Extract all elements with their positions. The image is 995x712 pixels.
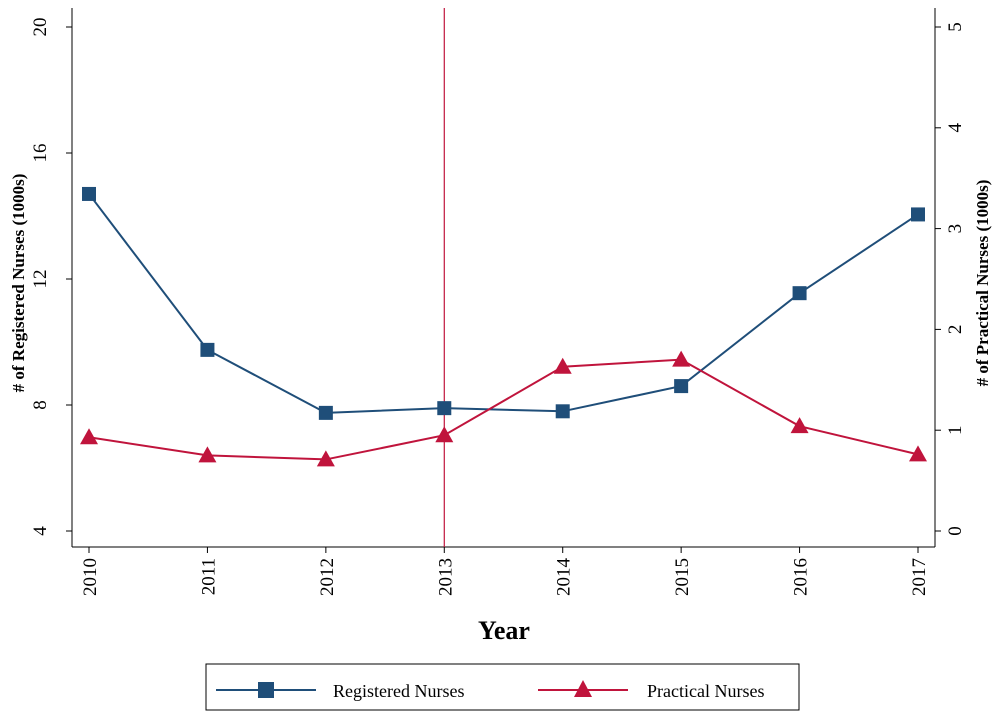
x-tick-label: 2012 <box>317 558 338 596</box>
practical-nurses-point <box>80 428 98 445</box>
right-y-tick-label: 1 <box>945 425 966 435</box>
practical-nurses-line <box>88 358 919 461</box>
practical-nurses-point <box>435 426 454 443</box>
practical-nurses-point <box>909 445 927 462</box>
legend: Registered Nurses Practical Nurses <box>205 663 800 711</box>
legend-marker-square <box>258 682 274 698</box>
registered-nurses-point <box>437 401 452 416</box>
practical-nurses-point <box>672 350 691 367</box>
right-y-tick-label: 0 <box>945 526 966 536</box>
right-y-axis-title: # of Practical Nurses (1000s) <box>973 180 992 387</box>
registered-nurses-point <box>792 286 807 301</box>
practical-nurses-point <box>198 446 217 463</box>
practical-nurses-point <box>316 450 335 467</box>
registered-nurses-point <box>82 186 96 201</box>
x-tick-label: 2017 <box>909 558 930 596</box>
registered-nurses-point <box>318 405 333 420</box>
x-tick-label: 2014 <box>554 558 575 597</box>
x-tick-label: 2016 <box>791 558 812 596</box>
practical-nurses-point <box>790 417 809 434</box>
right-y-tick-label: 2 <box>945 325 966 335</box>
right-y-tick-label: 5 <box>945 22 966 32</box>
right-y-tick-label: 3 <box>945 224 966 234</box>
x-ticks: 2010 2011 2012 2013 2014 2015 2016 2017 <box>80 547 930 596</box>
x-tick-label: 2013 <box>435 558 456 596</box>
left-y-tick-label: 16 <box>30 144 51 163</box>
x-tick-label: 2011 <box>198 558 219 595</box>
right-y-ticks: 0 1 2 3 4 5 <box>935 22 966 536</box>
left-y-tick-label: 8 <box>30 400 51 410</box>
right-y-tick-label: 4 <box>945 123 966 133</box>
series-layer <box>80 186 927 467</box>
registered-nurses-point <box>911 207 925 222</box>
left-y-axis-title: # of Registered Nurses (1000s) <box>9 174 28 393</box>
left-y-tick-label: 12 <box>30 270 51 289</box>
legend-label-practical: Practical Nurses <box>647 681 764 701</box>
x-tick-label: 2010 <box>80 558 101 596</box>
legend-box <box>205 663 800 711</box>
registered-nurses-point <box>200 342 215 357</box>
left-y-ticks: 4 8 12 16 20 <box>30 18 72 536</box>
left-y-tick-label: 20 <box>30 18 51 37</box>
x-axis-title: Year <box>478 616 530 645</box>
left-y-tick-label: 4 <box>30 526 51 536</box>
legend-label-registered: Registered Nurses <box>333 681 464 701</box>
registered-nurses-point <box>674 379 689 394</box>
x-tick-label: 2015 <box>672 558 693 596</box>
practical-nurses-point <box>553 357 572 374</box>
registered-nurses-point <box>555 404 570 419</box>
registered-nurses-line <box>88 193 919 414</box>
legend-marker-triangle <box>574 680 592 697</box>
